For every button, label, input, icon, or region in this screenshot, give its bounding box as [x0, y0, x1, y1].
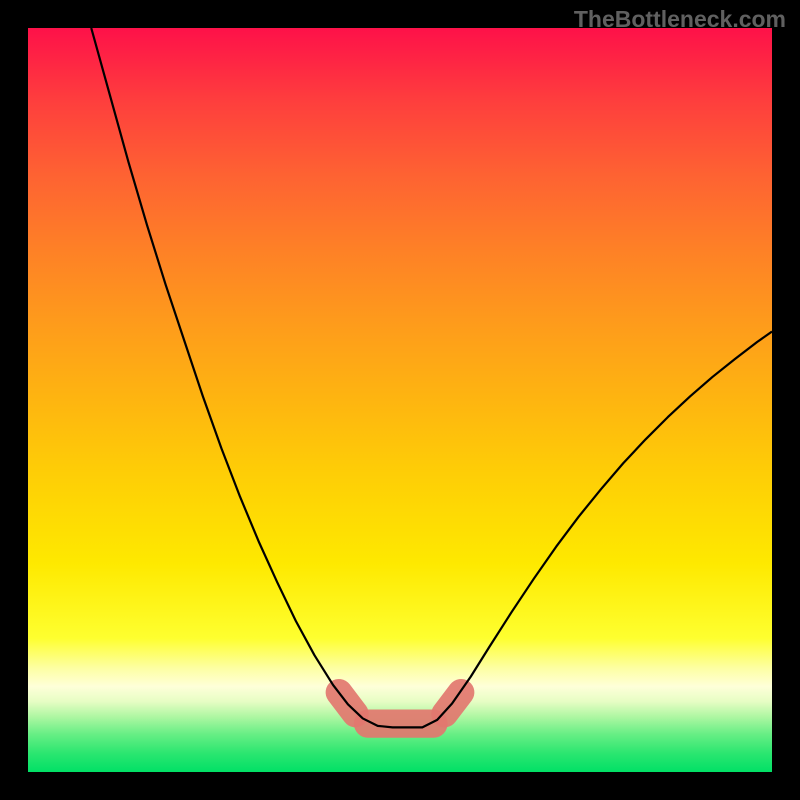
gradient-background [28, 28, 772, 772]
plot-area [28, 28, 772, 772]
watermark-text: TheBottleneck.com [574, 6, 786, 33]
plot-svg [28, 28, 772, 772]
chart-container: TheBottleneck.com [0, 0, 800, 800]
